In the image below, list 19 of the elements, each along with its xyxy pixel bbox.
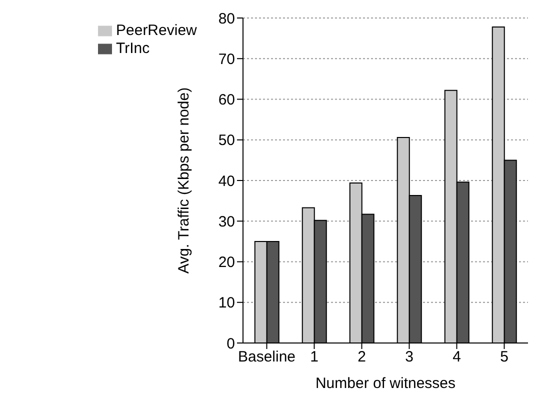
y-tick-label: 60 bbox=[218, 92, 235, 109]
y-axis-title: Avg. Traffic (Kbps per node) bbox=[175, 87, 192, 274]
y-tick-label: 40 bbox=[218, 172, 235, 190]
x-axis-title: Number of witnesses bbox=[315, 375, 456, 392]
x-tick-label: 5 bbox=[500, 348, 508, 366]
x-tick-label: 2 bbox=[358, 348, 366, 366]
x-tick-label: 3 bbox=[405, 348, 414, 366]
y-tick-label: 70 bbox=[218, 50, 235, 68]
y-tick-label: 30 bbox=[218, 213, 235, 230]
x-tick-label: Baseline bbox=[238, 348, 296, 366]
legend-label: PeerReview bbox=[116, 22, 197, 39]
x-tick-label: 1 bbox=[310, 348, 318, 366]
y-tick-label: 80 bbox=[218, 10, 235, 28]
y-tick-label: 10 bbox=[218, 294, 235, 312]
x-tick-label: 4 bbox=[452, 348, 461, 366]
legend-label: TrInc bbox=[116, 40, 150, 57]
y-tick-label: 50 bbox=[218, 132, 235, 150]
y-tick-label: 20 bbox=[218, 254, 235, 272]
y-tick-label: 0 bbox=[226, 335, 235, 352]
